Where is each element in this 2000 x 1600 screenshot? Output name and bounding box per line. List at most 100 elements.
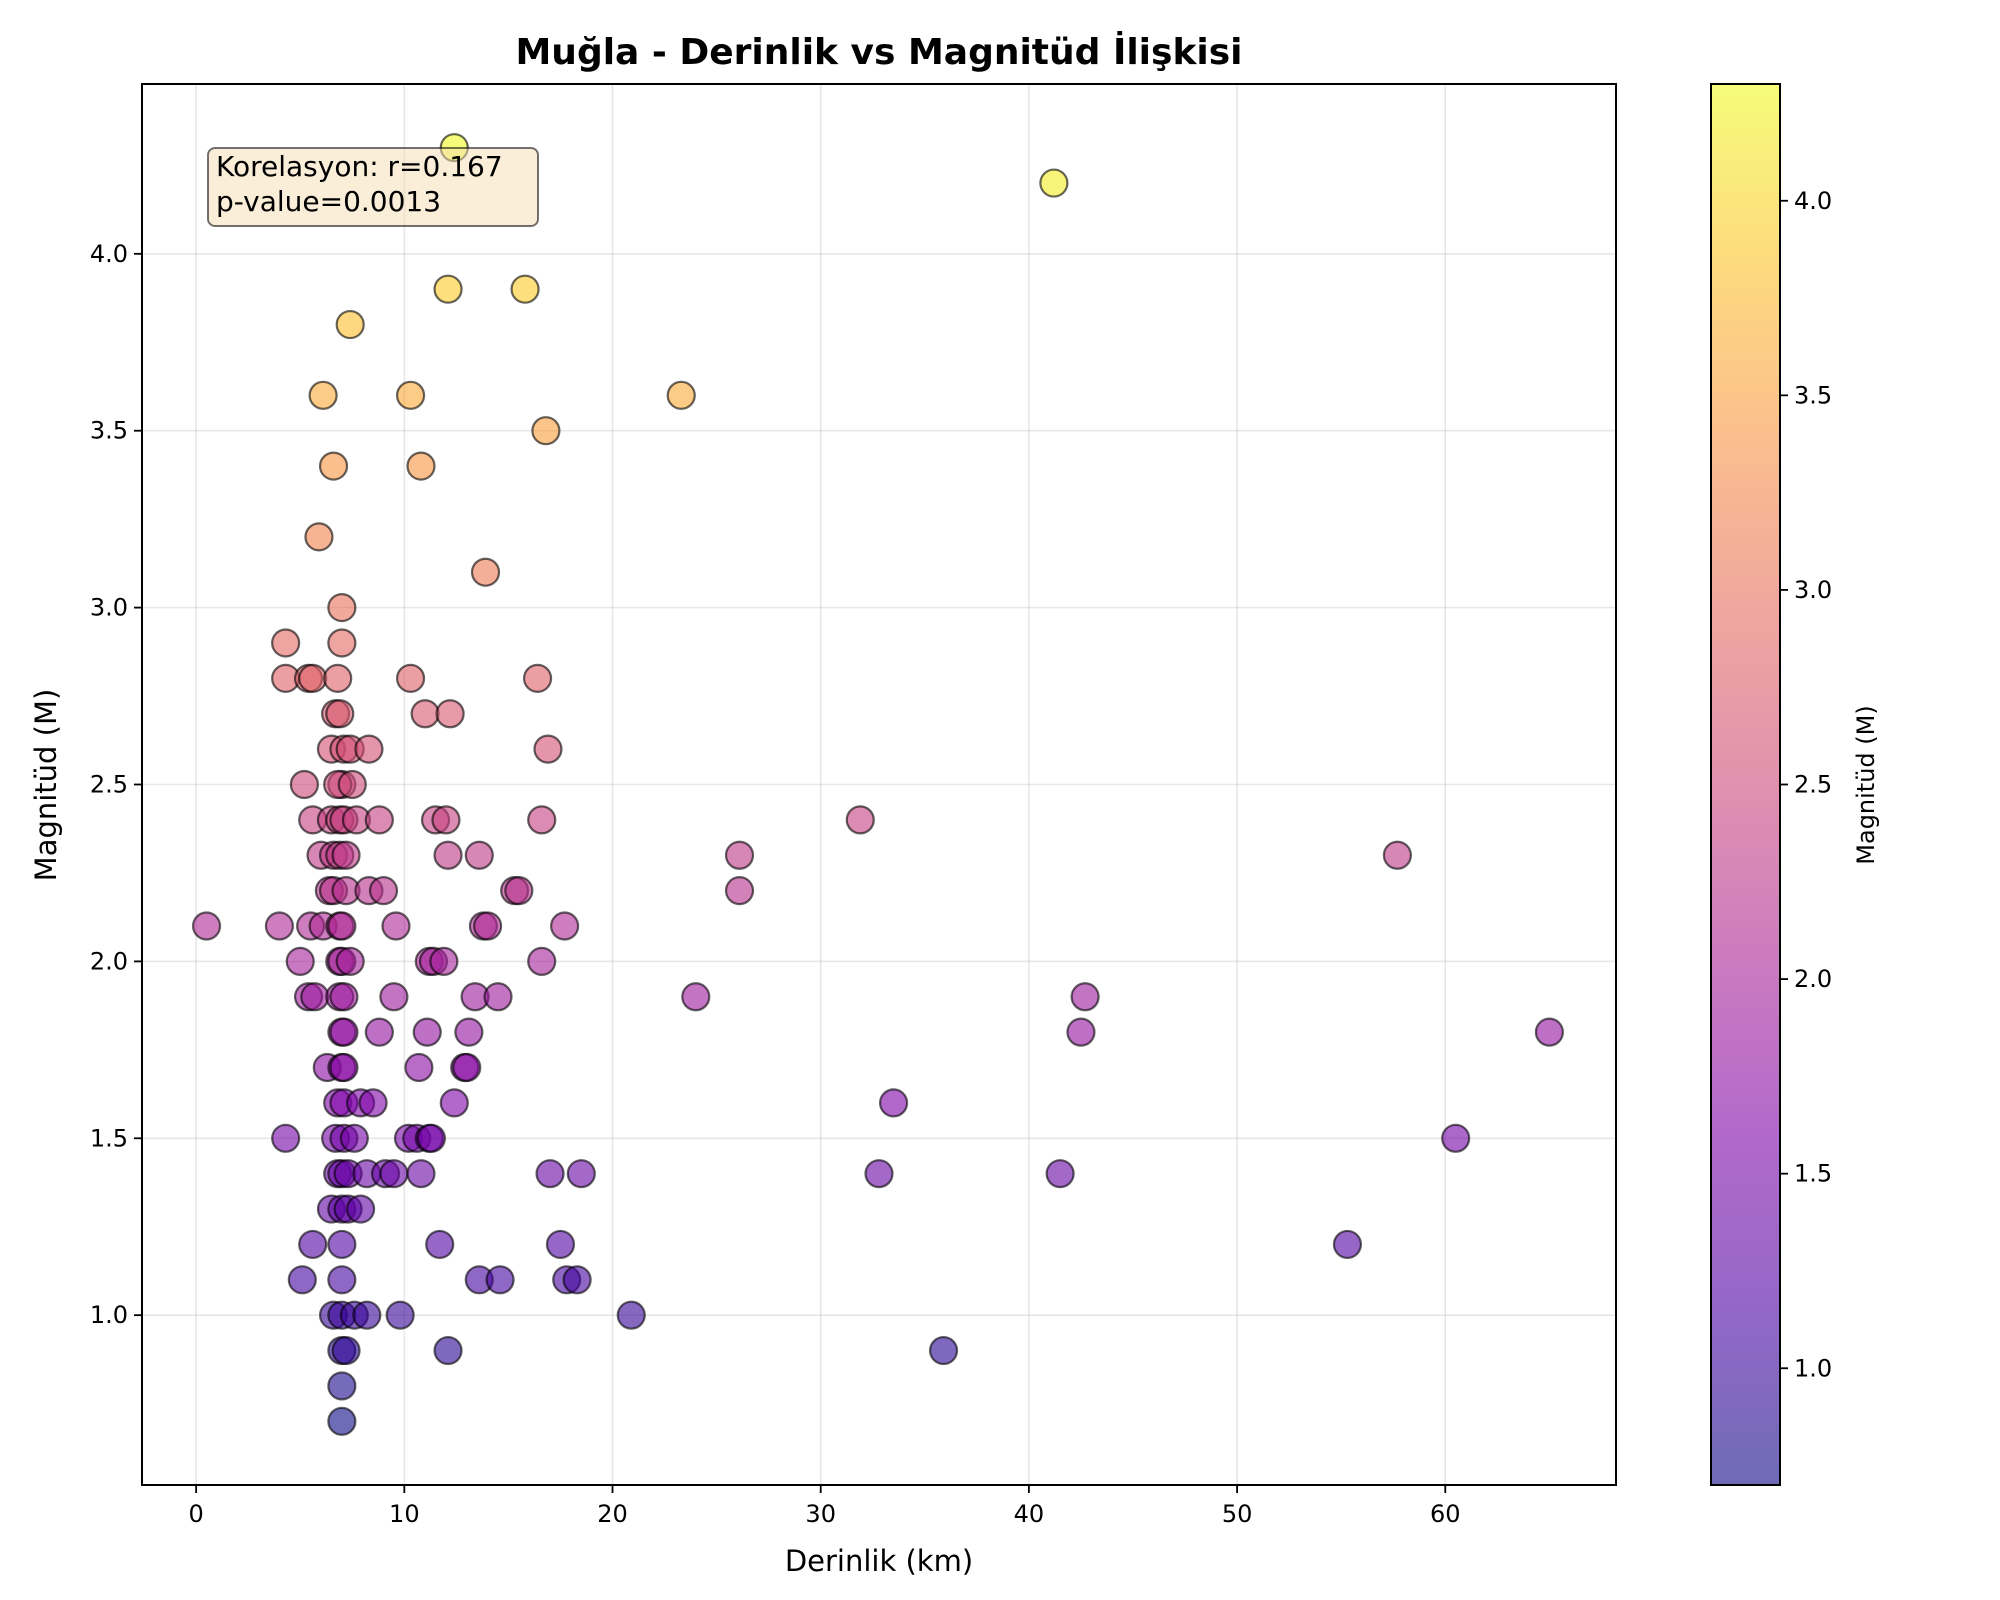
data-point bbox=[331, 1335, 361, 1366]
data-point bbox=[335, 309, 365, 340]
x-tick-label: 50 bbox=[1222, 1500, 1253, 1528]
data-point bbox=[1045, 1159, 1075, 1189]
data-point bbox=[381, 911, 411, 941]
data-point bbox=[395, 380, 426, 410]
data-point bbox=[327, 1371, 357, 1401]
data-point bbox=[325, 699, 355, 729]
colorbar-tick-label: 4.0 bbox=[1794, 187, 1832, 215]
y-tick-label: 3.0 bbox=[90, 594, 128, 622]
data-point bbox=[339, 1123, 369, 1153]
data-point bbox=[191, 911, 222, 941]
data-point bbox=[562, 1265, 592, 1295]
data-point bbox=[327, 1229, 357, 1260]
colorbar-tick-label: 3.0 bbox=[1794, 576, 1832, 604]
data-point bbox=[395, 663, 426, 693]
data-point bbox=[666, 380, 696, 410]
data-point bbox=[379, 1159, 409, 1189]
data-point bbox=[404, 1052, 434, 1083]
data-point bbox=[329, 1052, 359, 1083]
correlation-annotation: Korelasyon: r=0.167 p-value=0.0013 bbox=[207, 147, 539, 227]
data-point bbox=[287, 1265, 317, 1295]
data-point bbox=[410, 699, 440, 729]
data-point bbox=[566, 1159, 596, 1189]
data-point bbox=[433, 274, 463, 304]
x-axis-label: Derinlik (km) bbox=[785, 1544, 973, 1578]
data-point bbox=[300, 982, 330, 1012]
data-point bbox=[406, 451, 436, 481]
data-point bbox=[271, 1123, 301, 1153]
chart-title: Muğla - Derinlik vs Magnitüd İlişkisi bbox=[515, 31, 1242, 73]
data-point bbox=[406, 1159, 436, 1189]
x-tick-label: 60 bbox=[1430, 1500, 1461, 1528]
data-point bbox=[439, 1088, 469, 1118]
data-point bbox=[412, 1017, 442, 1047]
colorbar-ticks: 1.0 1.5 2.0 2.5 3.0 3.5 4.0 bbox=[1780, 187, 1832, 1382]
data-point bbox=[354, 734, 384, 764]
data-point bbox=[379, 982, 409, 1012]
data-point bbox=[289, 769, 319, 800]
data-point bbox=[327, 628, 357, 658]
data-point bbox=[464, 840, 494, 870]
y-tick-label: 1.0 bbox=[90, 1301, 128, 1329]
data-point bbox=[435, 699, 465, 729]
data-point bbox=[522, 663, 553, 693]
data-point bbox=[550, 911, 580, 941]
data-point bbox=[535, 1159, 565, 1189]
data-point bbox=[364, 805, 394, 835]
data-point bbox=[318, 451, 349, 481]
data-point bbox=[304, 522, 334, 552]
data-point bbox=[510, 274, 540, 304]
y-tick-label: 2.0 bbox=[90, 947, 128, 975]
data-point bbox=[337, 769, 367, 800]
data-point bbox=[616, 1300, 646, 1330]
data-point bbox=[327, 1265, 357, 1295]
data-point bbox=[298, 1229, 328, 1260]
y-tick-label: 1.5 bbox=[90, 1124, 128, 1152]
data-point bbox=[452, 1052, 482, 1083]
data-point bbox=[308, 380, 338, 410]
data-point bbox=[385, 1300, 415, 1330]
y-axis-label: Magnitüd (M) bbox=[29, 689, 63, 882]
colorbar: 1.0 1.5 2.0 2.5 3.0 3.5 4.0 Magnitüd (M) bbox=[1710, 83, 1880, 1486]
data-point bbox=[472, 911, 503, 941]
data-point bbox=[878, 1088, 909, 1118]
data-point bbox=[724, 876, 755, 906]
data-point bbox=[483, 982, 513, 1012]
data-point bbox=[327, 1406, 357, 1436]
data-point bbox=[845, 805, 875, 835]
data-point bbox=[364, 1017, 394, 1047]
data-point bbox=[1070, 982, 1100, 1012]
data-points bbox=[191, 133, 1564, 1436]
x-tick-label: 0 bbox=[188, 1500, 203, 1528]
data-point bbox=[298, 663, 328, 693]
data-point bbox=[346, 1194, 376, 1224]
data-point bbox=[1039, 168, 1069, 198]
data-point bbox=[335, 946, 365, 976]
data-point bbox=[545, 1229, 576, 1260]
data-point bbox=[928, 1335, 959, 1366]
data-point bbox=[425, 1229, 455, 1260]
data-point bbox=[264, 911, 295, 941]
data-point bbox=[531, 416, 561, 446]
data-point bbox=[285, 946, 315, 976]
data-point bbox=[1382, 840, 1412, 870]
data-point bbox=[358, 1088, 388, 1118]
x-tick-label: 40 bbox=[1014, 1500, 1045, 1528]
data-point bbox=[470, 557, 501, 587]
data-point bbox=[527, 805, 557, 835]
data-point bbox=[864, 1159, 894, 1189]
colorbar-tick-label: 2.0 bbox=[1794, 965, 1832, 993]
colorbar-tick-label: 2.5 bbox=[1794, 771, 1832, 799]
data-point bbox=[1441, 1123, 1471, 1153]
data-point bbox=[329, 982, 359, 1012]
colorbar-gradient bbox=[1711, 84, 1780, 1485]
data-point bbox=[271, 628, 301, 658]
annotation-box bbox=[207, 147, 539, 227]
x-axis-ticks: 0 10 20 30 40 50 60 bbox=[188, 1485, 1461, 1528]
data-point bbox=[527, 946, 557, 976]
data-point bbox=[327, 593, 357, 623]
colorbar-tick-label: 1.0 bbox=[1794, 1354, 1832, 1382]
data-point bbox=[416, 1123, 446, 1153]
data-point bbox=[681, 982, 711, 1012]
data-point bbox=[454, 1017, 484, 1047]
